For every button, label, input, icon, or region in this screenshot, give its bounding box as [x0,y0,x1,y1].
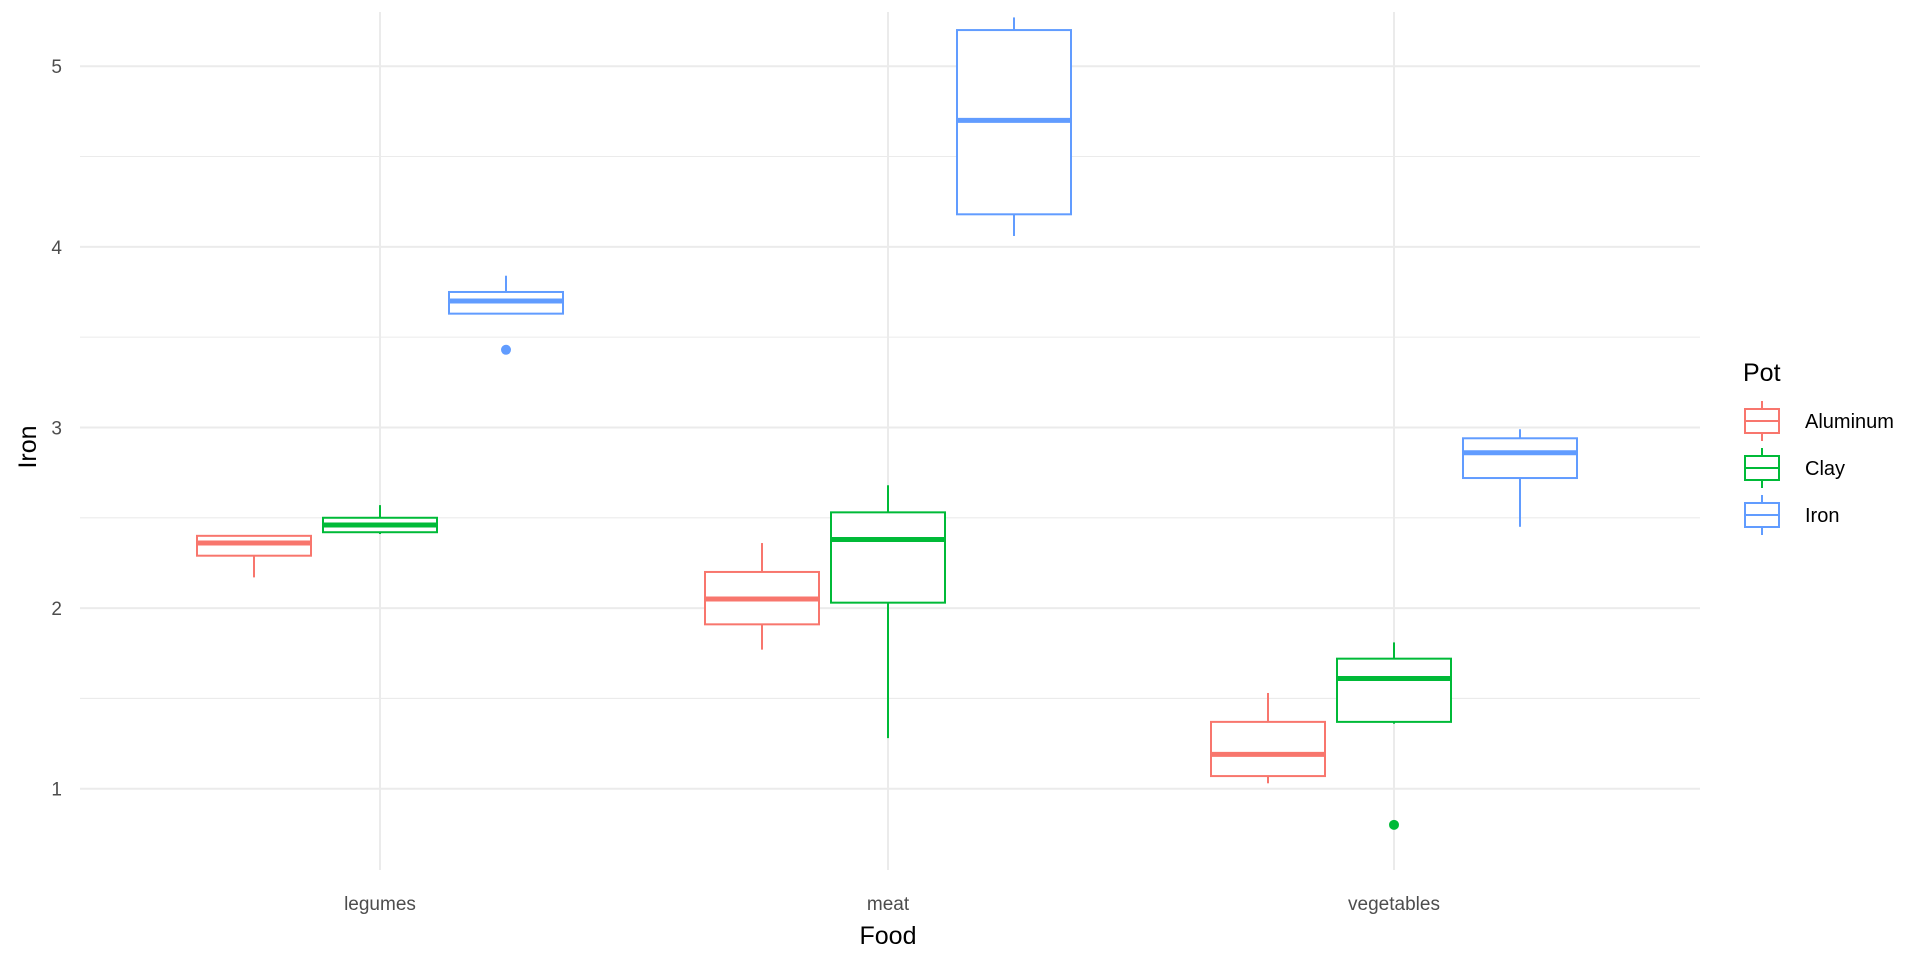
box-iqr [196,534,312,557]
legend-label: Aluminum [1805,411,1894,433]
legend-item-aluminum: Aluminum [1744,401,1894,441]
legend: Pot Aluminum Clay Iron [1743,359,1894,535]
box-iron-legumes [448,275,564,355]
legend-item-clay: Clay [1744,448,1845,488]
y-tick-label: 3 [51,418,62,439]
y-tick-label: 2 [51,599,62,620]
box-aluminum-legumes [196,534,312,578]
x-tick-label-meat: meat [867,894,910,915]
box-iron-vegetables [1462,429,1578,527]
box-iqr [1462,437,1578,480]
x-axis-tick-labels: legumes meat vegetables [344,894,1440,915]
box-iqr [1336,657,1452,723]
box-aluminum-vegetables [1210,692,1326,784]
y-tick-label: 5 [51,57,62,78]
outlier-point [501,344,511,355]
y-axis-tick-labels: 1 2 3 4 5 [51,57,62,801]
box-clay-meat [830,485,946,739]
legend-label: Iron [1805,505,1839,527]
box-clay-legumes [322,505,438,535]
boxplot-marks [196,17,1578,830]
legend-item-iron: Iron [1744,495,1839,535]
box-iqr [830,511,946,604]
box-iqr [1210,720,1326,778]
legend-title: Pot [1743,359,1781,387]
y-axis-title: Iron [14,425,42,468]
x-tick-label-legumes: legumes [344,894,416,915]
y-tick-label: 4 [51,238,62,259]
x-axis-title: Food [860,922,917,950]
x-tick-label-vegetables: vegetables [1348,894,1440,915]
y-tick-label: 1 [51,780,62,801]
box-iron-meat [956,17,1072,236]
legend-label: Clay [1805,458,1845,480]
major-gridlines [80,12,1700,870]
box-clay-vegetables [1336,642,1452,830]
box-aluminum-meat [704,543,820,650]
outlier-point [1389,819,1399,830]
